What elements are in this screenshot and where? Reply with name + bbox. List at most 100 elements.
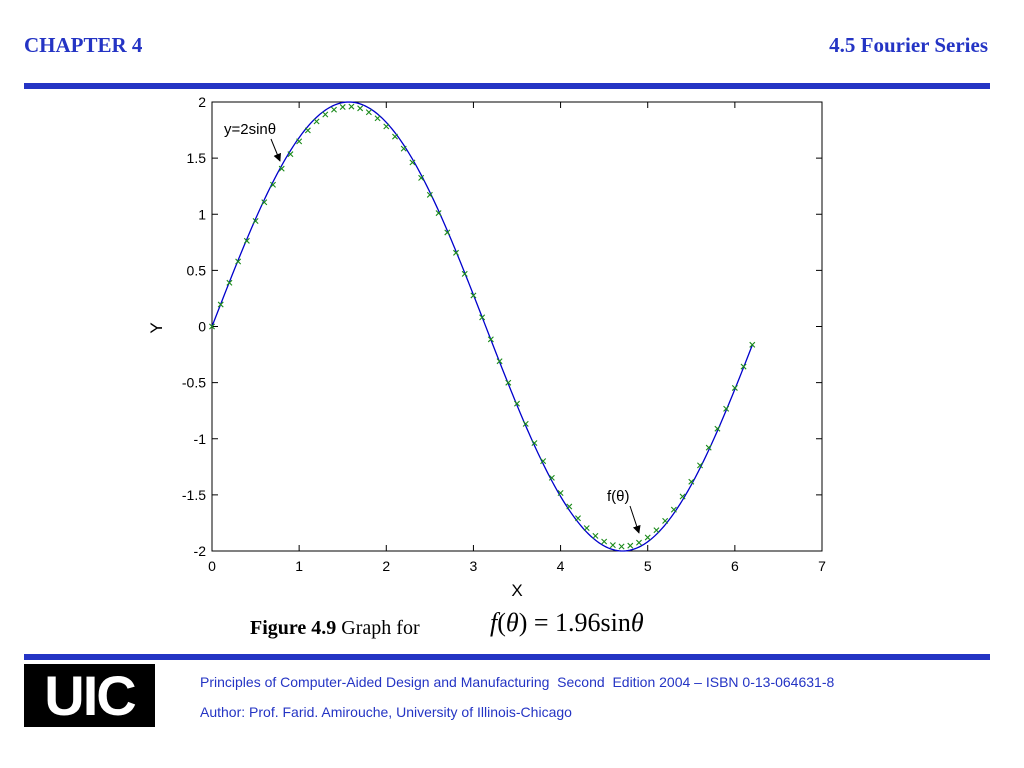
data-point-marker <box>705 444 712 451</box>
data-point-marker <box>531 440 538 447</box>
plot-area <box>211 101 823 552</box>
x-tick-label: 3 <box>470 558 478 574</box>
x-tick-label: 6 <box>731 558 739 574</box>
data-point-marker <box>226 279 233 286</box>
formula-rhs: = 1.96sin <box>527 608 631 637</box>
data-point-marker <box>270 181 276 188</box>
data-point-marker <box>331 106 337 113</box>
y-tick-label: 1.5 <box>187 150 207 166</box>
data-point-marker <box>479 314 486 321</box>
annotation-y2sin-arrow <box>270 138 281 162</box>
x-tick-label: 5 <box>644 558 652 574</box>
footer-book-info: Principles of Computer-Aided Design and … <box>200 674 835 690</box>
uic-logo-text: UIC <box>44 663 136 727</box>
data-point-marker <box>740 363 747 370</box>
chapter-title: CHAPTER 4 <box>24 33 143 57</box>
data-point-marker <box>601 538 608 545</box>
x-tick-label: 1 <box>295 558 303 574</box>
data-point-marker <box>217 301 224 308</box>
y-tick-label: -1.5 <box>182 487 206 503</box>
data-point-marker <box>548 474 555 481</box>
data-point-marker <box>723 405 730 412</box>
formula-open: ( <box>497 608 506 637</box>
data-point-marker <box>557 490 564 496</box>
data-point-marker <box>522 420 529 427</box>
data-point-marker <box>662 517 669 524</box>
data-point-marker <box>235 258 242 265</box>
data-point-marker <box>209 323 215 330</box>
data-point-marker <box>313 118 320 125</box>
formula-f: f <box>490 608 498 637</box>
series-layer <box>209 101 756 552</box>
y-tick-label: 1 <box>198 206 206 222</box>
y-tick-label: 0 <box>198 319 206 335</box>
data-point-marker <box>714 425 721 432</box>
data-point-marker <box>296 138 303 145</box>
y-tick-label: 0.5 <box>187 262 207 278</box>
data-point-marker <box>374 115 381 122</box>
y-axis: 2 1.5 1 0.5 0 -0.5 -1 -1.5 -2 <box>182 94 822 559</box>
data-point-marker <box>592 532 599 539</box>
caption-text: Graph for <box>341 617 420 639</box>
data-point-marker <box>731 384 738 391</box>
uic-logo: UIC <box>24 664 155 727</box>
data-point-marker <box>409 159 416 166</box>
annotation-ftheta-arrow <box>629 505 641 534</box>
y-tick-label: -0.5 <box>182 375 206 391</box>
data-point-marker <box>304 127 311 134</box>
sine-chart: 0 1 2 3 4 5 6 7 2 1.5 1 0.5 0 -0.5 -1 -1.5 -2 X Y y=2si… <box>147 94 826 600</box>
data-point-marker <box>252 218 259 225</box>
caption-formula: f(θ) = 1.96sinθ <box>490 608 644 638</box>
data-point-marker <box>348 103 355 110</box>
data-point-marker <box>575 515 581 522</box>
annotation-y2sin: y=2sinθ <box>224 121 276 138</box>
section-title: 4.5 Fourier Series <box>829 33 988 57</box>
data-point-marker <box>636 539 642 546</box>
x-axis: 0 1 2 3 4 5 6 7 <box>208 102 826 574</box>
annotation-ftheta: f(θ) <box>607 488 630 505</box>
formula-close: ) <box>518 608 528 637</box>
formula-theta: θ <box>505 608 519 637</box>
data-point-marker <box>618 543 625 550</box>
data-point-marker <box>444 229 451 236</box>
series-markers-ftheta <box>209 103 756 550</box>
data-point-marker <box>487 336 494 343</box>
data-point-marker <box>505 379 512 386</box>
data-point-marker <box>339 104 346 111</box>
data-point-marker <box>322 111 329 118</box>
data-point-marker <box>453 249 459 256</box>
data-point-marker <box>688 478 695 485</box>
formula-theta-2: θ <box>630 608 644 637</box>
data-point-marker <box>496 358 503 365</box>
data-point-marker <box>400 145 407 152</box>
data-point-marker <box>426 191 433 198</box>
data-point-marker <box>357 105 364 112</box>
data-point-marker <box>653 527 660 534</box>
data-point-marker <box>540 458 547 465</box>
data-point-marker <box>609 542 616 549</box>
data-point-marker <box>679 493 686 500</box>
data-point-marker <box>261 199 268 206</box>
y-tick-label: 2 <box>198 94 206 110</box>
x-tick-label: 2 <box>382 558 390 574</box>
data-point-marker <box>670 506 677 513</box>
data-point-marker <box>365 109 372 116</box>
x-tick-label: 7 <box>818 558 826 574</box>
data-point-marker <box>583 525 590 532</box>
figure-caption: Figure 4.9 Graph for <box>250 617 420 640</box>
data-point-marker <box>435 210 442 217</box>
data-point-marker <box>392 133 398 140</box>
data-point-marker <box>470 292 477 299</box>
footer-divider <box>24 654 990 660</box>
data-point-marker <box>627 542 634 549</box>
data-point-marker <box>418 174 425 181</box>
data-point-marker <box>243 237 250 244</box>
data-point-marker <box>697 462 703 469</box>
data-point-marker <box>749 341 756 348</box>
x-tick-label: 4 <box>557 558 565 574</box>
data-point-marker <box>461 270 468 277</box>
y-axis-label: Y <box>147 322 166 333</box>
y-tick-label: -1 <box>194 431 207 447</box>
header-divider <box>24 83 990 89</box>
y-tick-label: -2 <box>194 543 207 559</box>
